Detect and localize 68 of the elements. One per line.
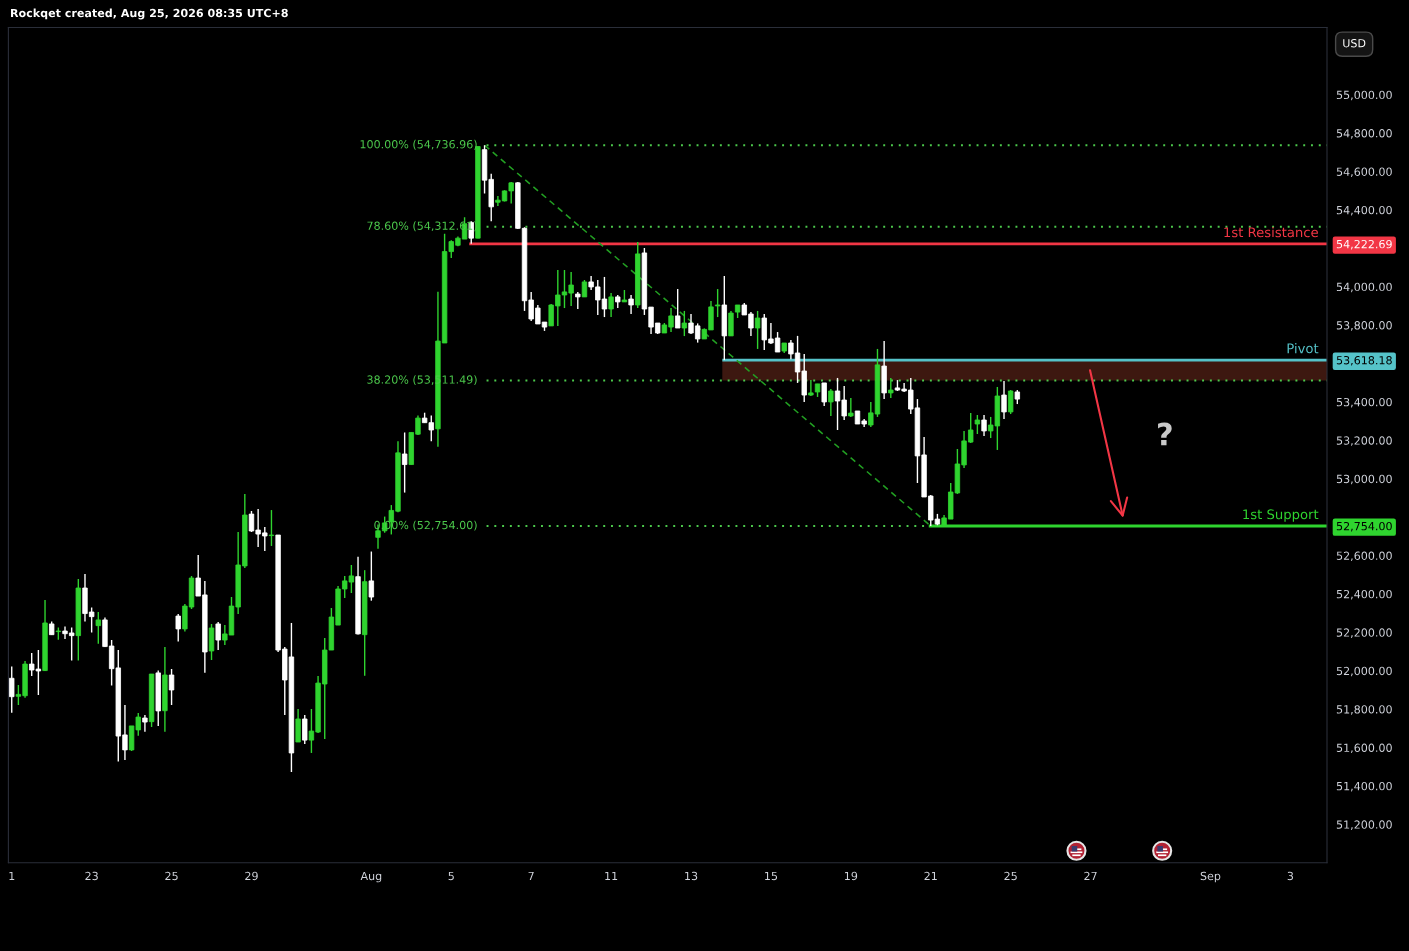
- candlestick: [9, 665, 15, 714]
- y-tick-label: 53,200.00: [1336, 436, 1392, 446]
- x-tick-label: 23: [85, 871, 98, 881]
- y-tick-label: 51,400.00: [1336, 781, 1392, 792]
- candlestick: [981, 414, 987, 437]
- candlestick: [168, 668, 175, 706]
- y-tick-label: 51,200.00: [1336, 820, 1392, 830]
- x-tick-label: 5: [448, 871, 454, 881]
- x-tick-label: 7: [528, 871, 534, 880]
- candlestick: [974, 414, 981, 435]
- candlestick: [608, 292, 614, 318]
- x-tick-label: 11: [605, 871, 618, 880]
- chart-title: Rockqet created, Aug 25, 2026 08:35 UTC+8: [11, 8, 288, 20]
- candlestick: [368, 550, 375, 602]
- y-axis-title: USD: [1343, 38, 1366, 48]
- y-tick-label: 52,400.00: [1336, 589, 1392, 600]
- x-tick-label: 21: [924, 871, 937, 880]
- candlestick: [821, 382, 827, 407]
- x-tick-label: 1: [9, 871, 15, 880]
- candlestick: [848, 397, 854, 418]
- x-tick-label: 3: [1287, 871, 1294, 881]
- y-tick-label: 52,754.00: [1336, 521, 1392, 532]
- ref-line-label: 100.00% (54,736.96): [360, 139, 477, 150]
- candlestick: [295, 708, 301, 743]
- x-tick-label: 19: [844, 871, 858, 881]
- x-tick-label: 13: [685, 871, 698, 881]
- y-tick-label: 54,222.69: [1336, 239, 1392, 250]
- x-tick-label: Sep: [1200, 871, 1221, 883]
- annotation: ?: [1158, 422, 1172, 446]
- y-tick-label: 51,600.00: [1336, 743, 1392, 754]
- candlestick: [268, 509, 275, 547]
- candlestick: [681, 310, 688, 337]
- x-tick-label: 29: [245, 871, 258, 881]
- y-tick-label: 51,800.00: [1336, 705, 1392, 715]
- candlestick: [302, 714, 308, 745]
- candlestick: [95, 611, 101, 645]
- y-tick-label: 53,618.18: [1336, 356, 1392, 366]
- y-tick-label: 53,000.00: [1336, 474, 1392, 485]
- y-tick-label: 53,400.00: [1336, 397, 1392, 408]
- candlestick: [401, 431, 408, 494]
- candlestick: [1007, 389, 1014, 415]
- candlestick: [754, 310, 761, 350]
- candlestick: [888, 377, 894, 399]
- candlestick: [215, 621, 221, 651]
- candlestick: [828, 388, 834, 417]
- candlestick: [675, 288, 681, 329]
- y-tick-label: 54,000.00: [1336, 282, 1392, 293]
- x-tick-label: 15: [765, 871, 778, 881]
- y-tick-label: 54,400.00: [1336, 205, 1392, 216]
- candlestick: [175, 613, 181, 643]
- ref-line-label: Pivot: [1287, 343, 1319, 354]
- y-tick-label: 54,800.00: [1336, 129, 1392, 139]
- x-tick-label: 25: [165, 871, 178, 881]
- ref-line-label: 1st Support: [1243, 509, 1319, 522]
- x-tick-label: 27: [1084, 871, 1097, 880]
- y-tick-label: 55,000.00: [1336, 90, 1392, 101]
- candlestick: [208, 623, 215, 661]
- x-tick-label: 25: [1004, 871, 1017, 881]
- y-tick-label: 52,000.00: [1336, 666, 1392, 677]
- candlestick: [628, 294, 634, 315]
- candlestick: [1001, 380, 1007, 420]
- y-tick-label: 53,800.00: [1336, 321, 1392, 331]
- y-tick-label: 54,600.00: [1336, 167, 1392, 178]
- ref-line-label: 1st Resistance: [1224, 227, 1318, 238]
- candlestick: [142, 714, 148, 733]
- y-tick-label: 52,200.00: [1336, 628, 1392, 638]
- y-tick-label: 52,600.00: [1336, 551, 1392, 562]
- x-tick-label: Aug: [360, 871, 382, 883]
